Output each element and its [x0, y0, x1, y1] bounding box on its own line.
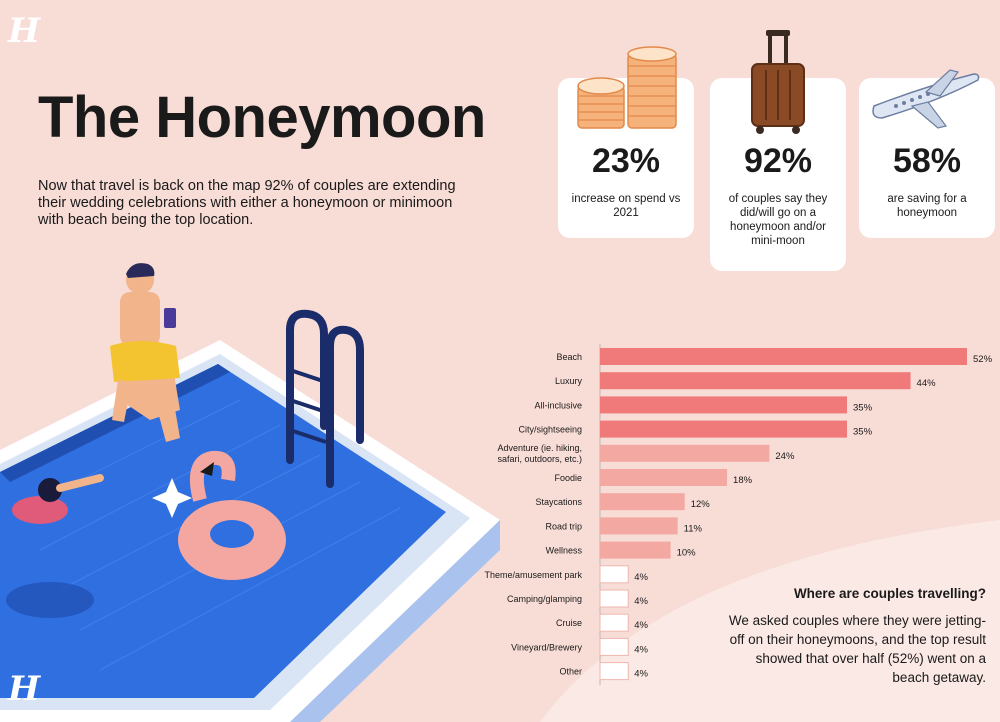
value-label: 11%	[684, 523, 703, 534]
bar	[600, 469, 728, 486]
intro-text: Now that travel is back on the map 92% o…	[38, 178, 456, 228]
brand-logo: H	[8, 669, 41, 709]
bar	[600, 541, 671, 559]
category-label: City/sightseeing	[518, 425, 582, 435]
category-label: Adventure (ie. hiking, safari, outdoors, …	[497, 443, 582, 464]
value-label: 4%	[634, 620, 648, 631]
bar	[599, 565, 629, 584]
value-label: 35%	[853, 402, 873, 413]
value-label: 52%	[973, 354, 993, 365]
bar-chart: Beach 52% Luxury 44% All-inclusive 35% City/si…	[484, 344, 993, 685]
stat-value: 92%	[743, 142, 813, 180]
category-label: Beach	[556, 352, 582, 362]
category-label: Cruise	[556, 618, 582, 628]
pool-illustration	[0, 263, 500, 722]
airplane-icon	[872, 69, 980, 129]
bar	[600, 372, 911, 390]
note-title: Where are couples travelling?	[793, 586, 986, 601]
value-label: 10%	[677, 548, 697, 559]
bar	[599, 589, 629, 608]
bar	[600, 348, 967, 365]
value-label: 4%	[634, 596, 648, 607]
value-label: 44%	[917, 378, 937, 389]
page-title: The Honeymoon	[38, 85, 486, 150]
coin-stacks-icon	[577, 46, 677, 129]
category-label: Luxury	[555, 376, 583, 386]
category-label: Staycations	[535, 497, 582, 507]
brand-logo: H	[8, 11, 41, 51]
suitcase-icon	[751, 30, 805, 134]
bar	[600, 396, 848, 414]
category-label: Theme/amusement park	[484, 570, 582, 580]
stat-card-honeymoon: 92% of couples say they did/will go on a…	[710, 78, 846, 271]
bar	[599, 662, 629, 681]
stat-desc: increase on spend vs 2021	[571, 193, 681, 219]
stat-value: 23%	[591, 142, 661, 180]
bar	[600, 517, 678, 535]
bar	[600, 420, 848, 438]
value-label: 4%	[634, 644, 648, 655]
value-label: 4%	[634, 669, 648, 680]
value-label: 35%	[853, 427, 873, 438]
category-label: All-inclusive	[534, 400, 582, 410]
value-label: 24%	[775, 451, 795, 462]
value-label: 18%	[733, 475, 753, 486]
value-label: 4%	[634, 572, 648, 583]
stat-value: 58%	[892, 142, 962, 180]
stat-desc: of couples say they did/will go on a hon…	[728, 193, 828, 247]
bar	[600, 444, 770, 462]
bar	[599, 637, 629, 656]
category-label: Wellness	[546, 546, 583, 556]
background-curve	[540, 520, 1000, 722]
category-label: Road trip	[545, 521, 582, 531]
bar	[600, 493, 685, 511]
value-label: 12%	[691, 499, 711, 510]
stat-desc: are saving for a honeymoon	[887, 193, 967, 219]
category-label: Vineyard/Brewery	[511, 642, 582, 652]
category-label: Other	[559, 667, 582, 677]
bar	[599, 613, 629, 632]
category-label: Camping/glamping	[507, 594, 582, 604]
category-label: Foodie	[554, 473, 582, 483]
note-body: We asked couples where they were jetting…	[728, 613, 986, 685]
